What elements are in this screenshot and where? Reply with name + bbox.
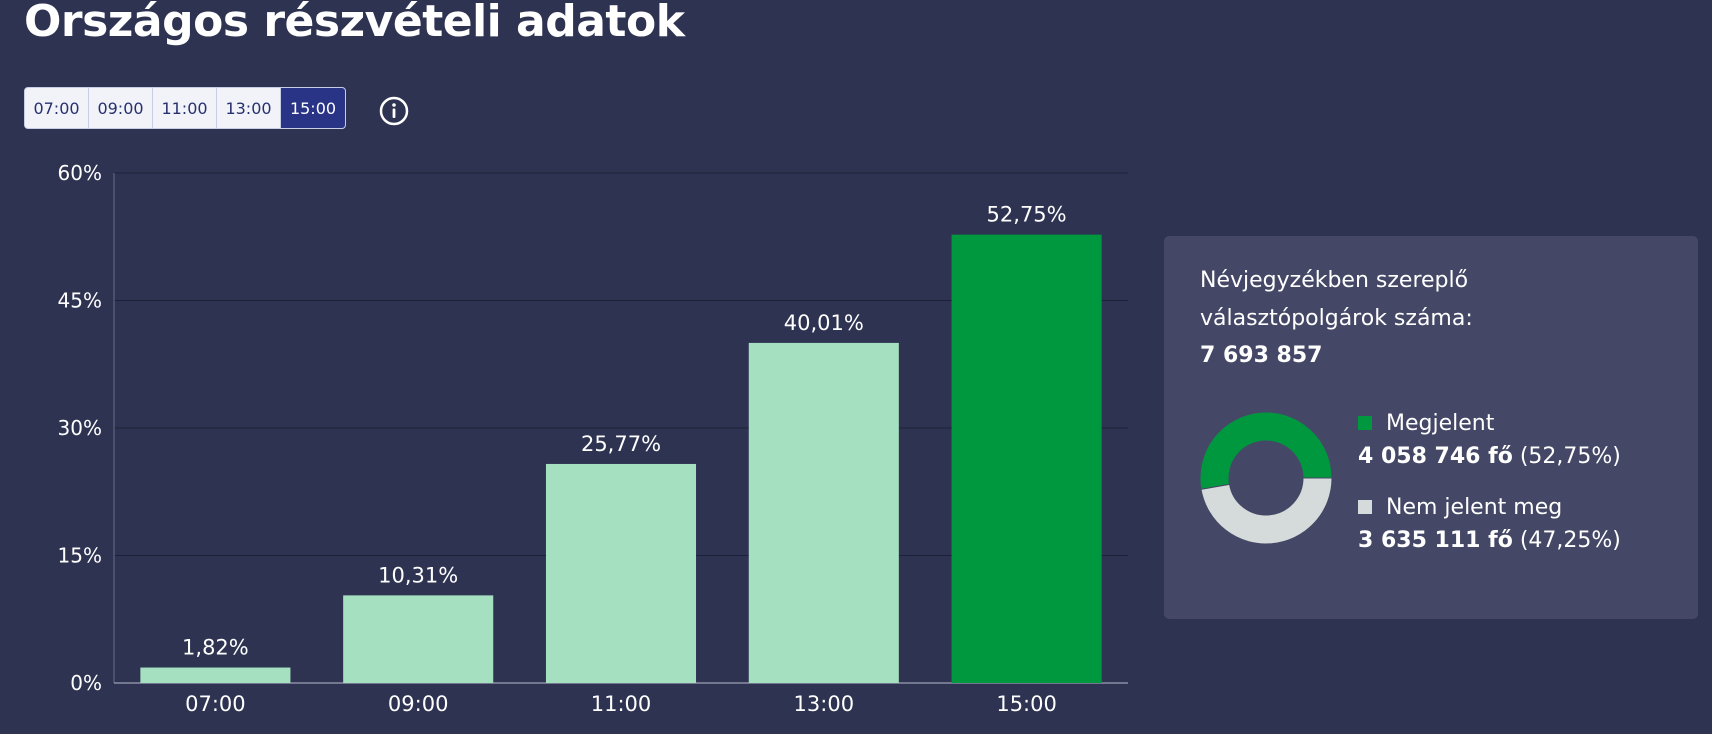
bar [545,463,697,683]
bar [748,342,899,683]
y-tick-label: 15% [58,544,102,568]
bar-value-label: 1,82% [182,636,249,660]
x-tick-label: 15:00 [996,692,1057,716]
legend-item-voted: Megjelent 4 058 746 fő (52,75%) [1358,406,1621,474]
registered-voters-total: 7 693 857 [1200,343,1323,368]
bar [343,595,494,683]
page-title: Országos részvételi adatok [24,0,685,47]
tab-0700[interactable]: 07:00 [25,88,89,128]
bar-value-label: 40,01% [784,311,864,335]
bar [951,234,1102,683]
y-tick-label: 45% [58,289,102,313]
x-tick-label: 07:00 [185,692,246,716]
not-voted-count: 3 635 111 fő [1358,528,1513,553]
bar-value-label: 10,31% [378,563,458,587]
summary-panel: Névjegyzékben szereplő választópolgárok … [1164,236,1698,619]
bar-value-label: 25,77% [581,432,661,456]
x-tick-label: 11:00 [591,692,652,716]
tab-0900[interactable]: 09:00 [89,88,153,128]
bar [140,667,291,683]
time-tabs: 07:00 09:00 11:00 13:00 15:00 [24,87,346,129]
info-icon[interactable] [379,96,409,126]
donut-slice [1199,411,1333,490]
x-tick-label: 09:00 [388,692,449,716]
voted-count: 4 058 746 fő [1358,444,1513,469]
not-voted-label: Nem jelent meg [1386,494,1563,520]
donut-slice [1200,477,1333,545]
y-tick-label: 0% [70,671,102,695]
tab-1500[interactable]: 15:00 [281,88,345,128]
tab-1100[interactable]: 11:00 [153,88,217,128]
y-tick-label: 30% [58,416,102,440]
bar-value-label: 52,75% [987,203,1067,227]
voted-swatch [1358,416,1372,430]
legend-item-not-voted: Nem jelent meg 3 635 111 fő (47,25%) [1358,490,1621,558]
y-tick-label: 60% [58,161,102,185]
voted-percent: (52,75%) [1519,444,1621,469]
voted-label: Megjelent [1386,410,1495,436]
turnout-donut-chart [1199,411,1333,545]
turnout-bar-chart: 0% 15% 30% 45% 60% 1,82% 07:00 10,31% 09:00 25,77… [58,161,1128,716]
registered-voters-label: Névjegyzékben szereplő választópolgárok … [1200,268,1473,331]
tab-1300[interactable]: 13:00 [217,88,281,128]
not-voted-percent: (47,25%) [1519,528,1621,553]
not-voted-swatch [1358,500,1372,514]
x-tick-label: 13:00 [794,692,855,716]
